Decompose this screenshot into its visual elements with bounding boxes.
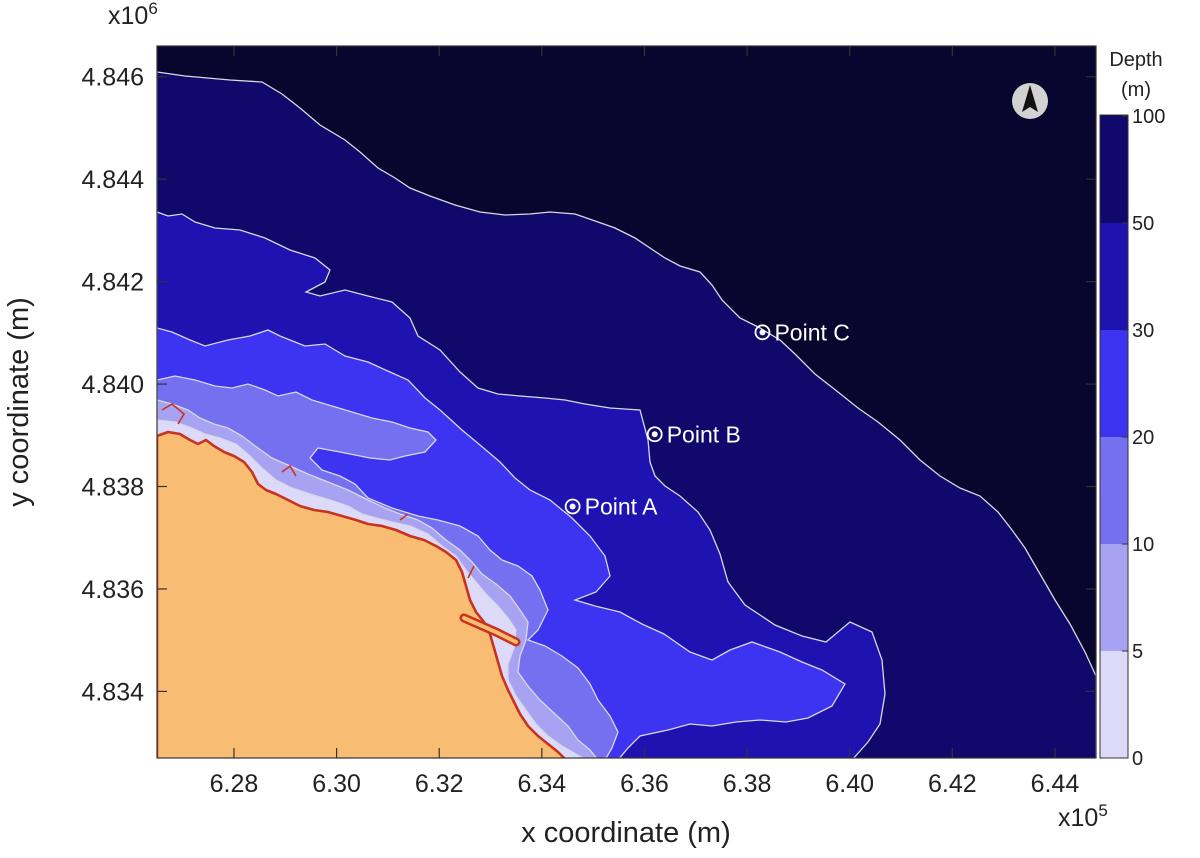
x-axis-multiplier: x105 [1058, 801, 1108, 832]
x-tick-label: 6.44 [1031, 770, 1080, 798]
x-tick-label: 6.42 [928, 770, 977, 798]
colorbar-segment [1100, 544, 1128, 651]
x-tick-label: 6.32 [415, 770, 464, 798]
point-label: Point A [585, 493, 659, 519]
colorbar-title: Depth [1109, 49, 1162, 71]
colorbar-unit: (m) [1121, 79, 1151, 101]
colorbar-segment [1100, 223, 1128, 330]
x-tick-label: 6.40 [825, 770, 874, 798]
colorbar-tick-label: 0 [1132, 748, 1143, 770]
colorbar-segment [1100, 330, 1128, 437]
land-area [157, 430, 566, 758]
colorbar-segment [1100, 437, 1128, 544]
point-marker-dot [759, 329, 766, 336]
y-axis-label: y coordinate (m) [3, 297, 35, 507]
x-tick-label: 6.38 [723, 770, 772, 798]
coastal-detail [161, 403, 475, 579]
y-tick-label: 4.834 [81, 678, 144, 706]
colorbar-segment [1100, 651, 1128, 758]
colorbar-tick-label: 10 [1132, 534, 1154, 556]
x-tick-label: 6.28 [210, 770, 259, 798]
colorbar-segment [1100, 116, 1128, 223]
colorbar-tick-label: 20 [1132, 427, 1154, 449]
point-marker-ring [646, 426, 663, 443]
point-label: Point B [667, 421, 741, 447]
depth-colorbar: 0 5 10 20 30 50 100 [1099, 106, 1165, 770]
y-axis-ticks: 4.834 4.836 4.838 4.840 4.842 4.844 4.846 [81, 64, 1096, 706]
y-tick-label: 4.838 [81, 474, 144, 502]
colorbar-tick-label: 30 [1132, 320, 1154, 342]
plot-area [157, 46, 1096, 758]
plot-frame [156, 45, 1097, 759]
y-tick-label: 4.840 [81, 371, 144, 399]
point-marker-ring [564, 498, 581, 515]
north-arrow-icon [1012, 83, 1048, 119]
x-axis-ticks: 6.28 6.30 6.32 6.34 6.36 6.38 6.40 6.42 6.44 [210, 46, 1080, 798]
x-tick-label: 6.34 [518, 770, 567, 798]
point-label: Point C [774, 319, 849, 345]
colorbar-tick-label: 50 [1132, 213, 1154, 235]
y-axis-multiplier: x106 [108, 0, 158, 30]
y-tick-label: 4.842 [81, 269, 144, 297]
point-marker-dot [651, 431, 658, 438]
y-tick-label: 4.836 [81, 576, 144, 604]
colorbar-tick-label: 100 [1132, 106, 1165, 128]
colorbar-tick-label: 5 [1132, 641, 1143, 663]
y-tick-label: 4.844 [81, 166, 144, 194]
pier-inner [462, 616, 518, 644]
x-tick-label: 6.36 [620, 770, 669, 798]
x-axis-label: x coordinate (m) [521, 817, 731, 849]
point-markers: Point A Point B Point C [564, 319, 850, 519]
y-tick-label: 4.846 [81, 64, 144, 92]
x-tick-label: 6.30 [312, 770, 361, 798]
point-marker-dot [569, 503, 576, 510]
point-marker-ring [754, 324, 771, 341]
